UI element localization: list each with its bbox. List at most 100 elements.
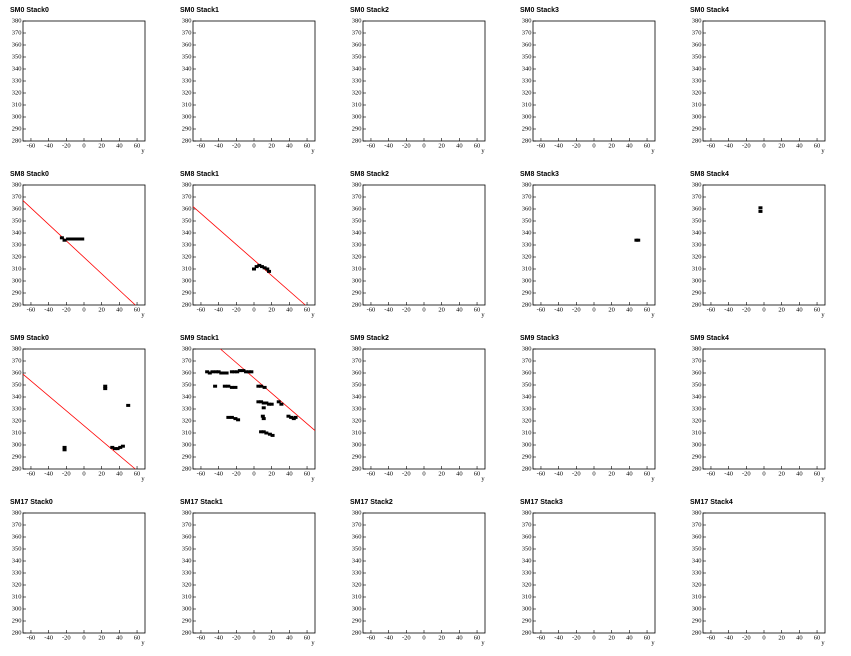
x-tick-label: -20	[232, 306, 241, 313]
chart-title: SM0 Stack2	[350, 7, 389, 14]
point	[276, 400, 281, 404]
y-tick-label: 380	[12, 17, 22, 24]
fit-line	[22, 373, 136, 470]
y-tick-label: 370	[12, 357, 22, 364]
y-tick-label: 280	[182, 137, 192, 144]
y-tick-label: 320	[182, 89, 192, 96]
x-tick-label: 20	[438, 306, 445, 313]
point	[289, 415, 294, 419]
y-tick-label: 290	[352, 125, 362, 132]
x-tick-label: -20	[62, 306, 71, 313]
point	[59, 236, 64, 240]
chart-title: SM0 Stack0	[10, 7, 49, 14]
point	[267, 432, 272, 436]
panel: SM9 Stack2 280 290 300 310 320 330 340 350 360 370…	[350, 335, 486, 482]
y-tick-label: 280	[692, 465, 702, 472]
panel: SM0 Stack3 280 290 300 310 320 330 340 350 360 370…	[520, 7, 656, 154]
x-tick-label: 0	[82, 306, 85, 313]
panel: SM8 Stack4 280 290 300 310 320 330 340 350 360 370…	[690, 171, 826, 318]
x-tick-label: 60	[814, 470, 821, 477]
y-tick-label: 350	[12, 217, 22, 224]
point	[229, 370, 234, 374]
y-tick-label: 330	[182, 569, 192, 576]
x-axis-label: y	[141, 311, 145, 318]
x-tick-label: -60	[197, 306, 206, 313]
x-tick-label: 40	[116, 142, 123, 149]
y-tick-label: 320	[12, 417, 22, 424]
y-tick-label: 300	[692, 277, 702, 284]
point	[222, 384, 227, 388]
y-tick-label: 310	[522, 265, 532, 272]
x-tick-label: 60	[304, 470, 311, 477]
x-tick-label: 60	[644, 142, 651, 149]
point	[237, 369, 242, 373]
point	[241, 369, 246, 373]
y-tick-label: 300	[692, 113, 702, 120]
x-tick-label: 0	[592, 306, 595, 313]
y-tick-label: 370	[522, 29, 532, 36]
x-tick-label: 60	[304, 142, 311, 149]
chart-title: SM9 Stack2	[350, 335, 389, 342]
y-tick-label: 350	[182, 545, 192, 552]
y-tick-label: 330	[522, 77, 532, 84]
x-tick-label: -20	[572, 306, 581, 313]
y-tick-label: 320	[12, 89, 22, 96]
y-tick-label: 290	[182, 289, 192, 296]
point	[293, 415, 298, 419]
y-tick-label: 320	[692, 581, 702, 588]
x-tick-label: 20	[268, 142, 275, 149]
chart-title: SM0 Stack3	[520, 7, 559, 14]
x-tick-label: 40	[626, 470, 633, 477]
panel: SM8 Stack2 280 290 300 310 320 330 340 350 360 370…	[350, 171, 486, 318]
x-tick-label: -60	[367, 142, 376, 149]
y-tick-label: 350	[692, 217, 702, 224]
y-tick-label: 370	[12, 29, 22, 36]
y-tick-label: 340	[182, 557, 192, 564]
y-tick-label: 380	[182, 181, 192, 188]
y-tick-label: 280	[522, 629, 532, 636]
y-tick-label: 370	[352, 521, 362, 528]
y-tick-label: 280	[692, 629, 702, 636]
point	[244, 370, 249, 374]
y-tick-label: 310	[352, 429, 362, 436]
y-tick-label: 340	[692, 65, 702, 72]
y-tick-label: 370	[692, 521, 702, 528]
y-tick-label: 280	[692, 301, 702, 308]
x-tick-label: -60	[27, 634, 36, 641]
point	[286, 414, 291, 418]
plot-frame	[532, 348, 656, 470]
y-tick-label: 290	[692, 617, 702, 624]
y-tick-label: 330	[182, 241, 192, 248]
x-axis-label: y	[141, 639, 145, 646]
y-tick-label: 290	[522, 125, 532, 132]
point	[267, 269, 272, 273]
plot-frame	[532, 20, 656, 142]
y-tick-label: 300	[692, 441, 702, 448]
x-tick-label: 0	[422, 470, 425, 477]
y-tick-label: 370	[182, 521, 192, 528]
point	[256, 400, 261, 404]
y-tick-label: 330	[12, 569, 22, 576]
point	[213, 370, 218, 374]
x-tick-label: -60	[367, 634, 376, 641]
plot-frame	[702, 20, 826, 142]
x-tick-label: -40	[44, 470, 53, 477]
x-tick-label: -40	[214, 634, 223, 641]
x-tick-label: 0	[422, 634, 425, 641]
y-tick-label: 300	[12, 605, 22, 612]
x-tick-label: 40	[796, 634, 803, 641]
chart-title: SM0 Stack1	[180, 7, 219, 14]
y-tick-label: 300	[352, 605, 362, 612]
y-tick-label: 290	[522, 453, 532, 460]
chart-title: SM9 Stack4	[690, 335, 729, 342]
plot-frame	[532, 512, 656, 634]
point	[226, 384, 231, 388]
x-tick-label: 40	[626, 306, 633, 313]
panel: SM8 Stack1 280 290 300 310 320 330 340 350 360 370…	[180, 171, 316, 318]
y-tick-label: 350	[12, 381, 22, 388]
y-tick-label: 320	[352, 581, 362, 588]
x-tick-label: 0	[592, 142, 595, 149]
point	[103, 387, 108, 391]
y-tick-label: 300	[12, 113, 22, 120]
point	[260, 414, 265, 418]
